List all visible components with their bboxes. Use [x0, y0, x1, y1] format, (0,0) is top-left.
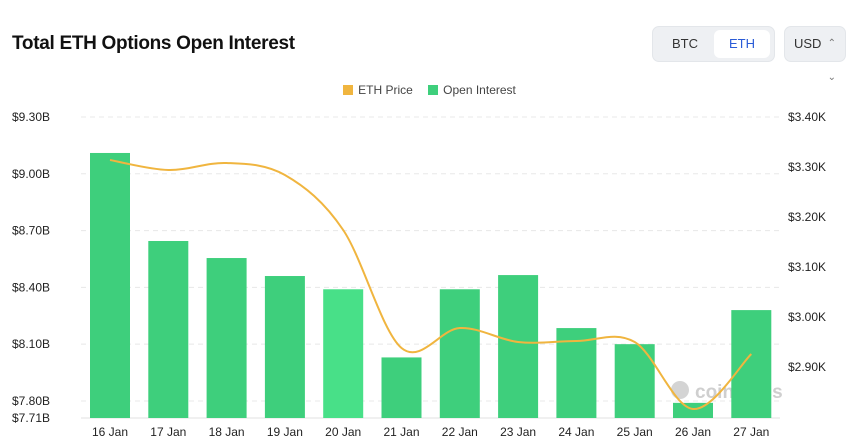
right-axis-tick: $3.30K — [788, 160, 826, 174]
asset-toggle: BTC ETH — [652, 26, 775, 62]
legend-swatch-price — [343, 85, 354, 95]
legend-label: ETH Price — [358, 83, 413, 97]
left-axis-tick: $7.71B — [12, 411, 50, 425]
bar-open-interest — [731, 310, 772, 418]
left-axis-tick: $8.10B — [12, 337, 50, 351]
x-axis-tick: 21 Jan — [383, 425, 419, 439]
bar-open-interest — [381, 357, 422, 418]
bar-open-interest — [148, 240, 189, 418]
x-axis-tick: 20 Jan — [325, 425, 361, 439]
x-axis-tick: 19 Jan — [267, 425, 303, 439]
right-axis-tick: $2.90K — [788, 360, 826, 374]
left-axis-tick: $8.40B — [12, 280, 50, 294]
coinglass-logo-icon — [671, 381, 689, 399]
currency-select[interactable]: USD ⌃ ⌄ — [784, 26, 846, 83]
asset-option-btc[interactable]: BTC — [672, 36, 698, 51]
legend-label: Open Interest — [443, 83, 516, 97]
chevron-updown-icon: ⌃ ⌄ — [827, 38, 836, 83]
legend-item-eth-price[interactable]: ETH Price — [343, 83, 413, 97]
x-axis-tick: 24 Jan — [558, 425, 594, 439]
x-axis-tick: 22 Jan — [442, 425, 478, 439]
x-axis-tick: 27 Jan — [733, 425, 769, 439]
bar-open-interest — [90, 152, 130, 418]
bar-open-interest — [439, 289, 480, 418]
line-eth-price — [109, 159, 753, 411]
currency-value: USD — [794, 36, 822, 51]
x-axis-tick: 18 Jan — [209, 425, 245, 439]
right-axis-tick: $3.40K — [788, 110, 826, 124]
x-axis-tick: 23 Jan — [500, 425, 536, 439]
x-axis-tick: 26 Jan — [675, 425, 711, 439]
left-axis-tick: $7.80B — [12, 394, 50, 408]
page-title: Total ETH Options Open Interest — [12, 33, 295, 54]
bar-open-interest — [206, 258, 247, 418]
left-axis-tick: $9.30B — [12, 110, 50, 124]
bar-open-interest — [323, 289, 364, 418]
legend-swatch-oi — [428, 85, 439, 95]
bar-open-interest — [264, 276, 305, 418]
bar-open-interest — [556, 328, 597, 418]
right-axis-tick: $3.00K — [788, 310, 826, 324]
legend-item-open-interest[interactable]: Open Interest — [428, 83, 516, 97]
x-axis-tick: 16 Jan — [92, 425, 128, 439]
bar-open-interest — [498, 275, 539, 418]
left-axis-tick: $9.00B — [12, 167, 50, 181]
left-axis-tick: $8.70B — [12, 224, 50, 238]
right-axis-tick: $3.20K — [788, 210, 826, 224]
x-axis-tick: 25 Jan — [617, 425, 653, 439]
x-axis-tick: 17 Jan — [150, 425, 186, 439]
chart-legend: ETH Price Open Interest — [0, 83, 859, 97]
right-axis-tick: $3.10K — [788, 260, 826, 274]
asset-option-eth[interactable]: ETH — [714, 30, 770, 58]
